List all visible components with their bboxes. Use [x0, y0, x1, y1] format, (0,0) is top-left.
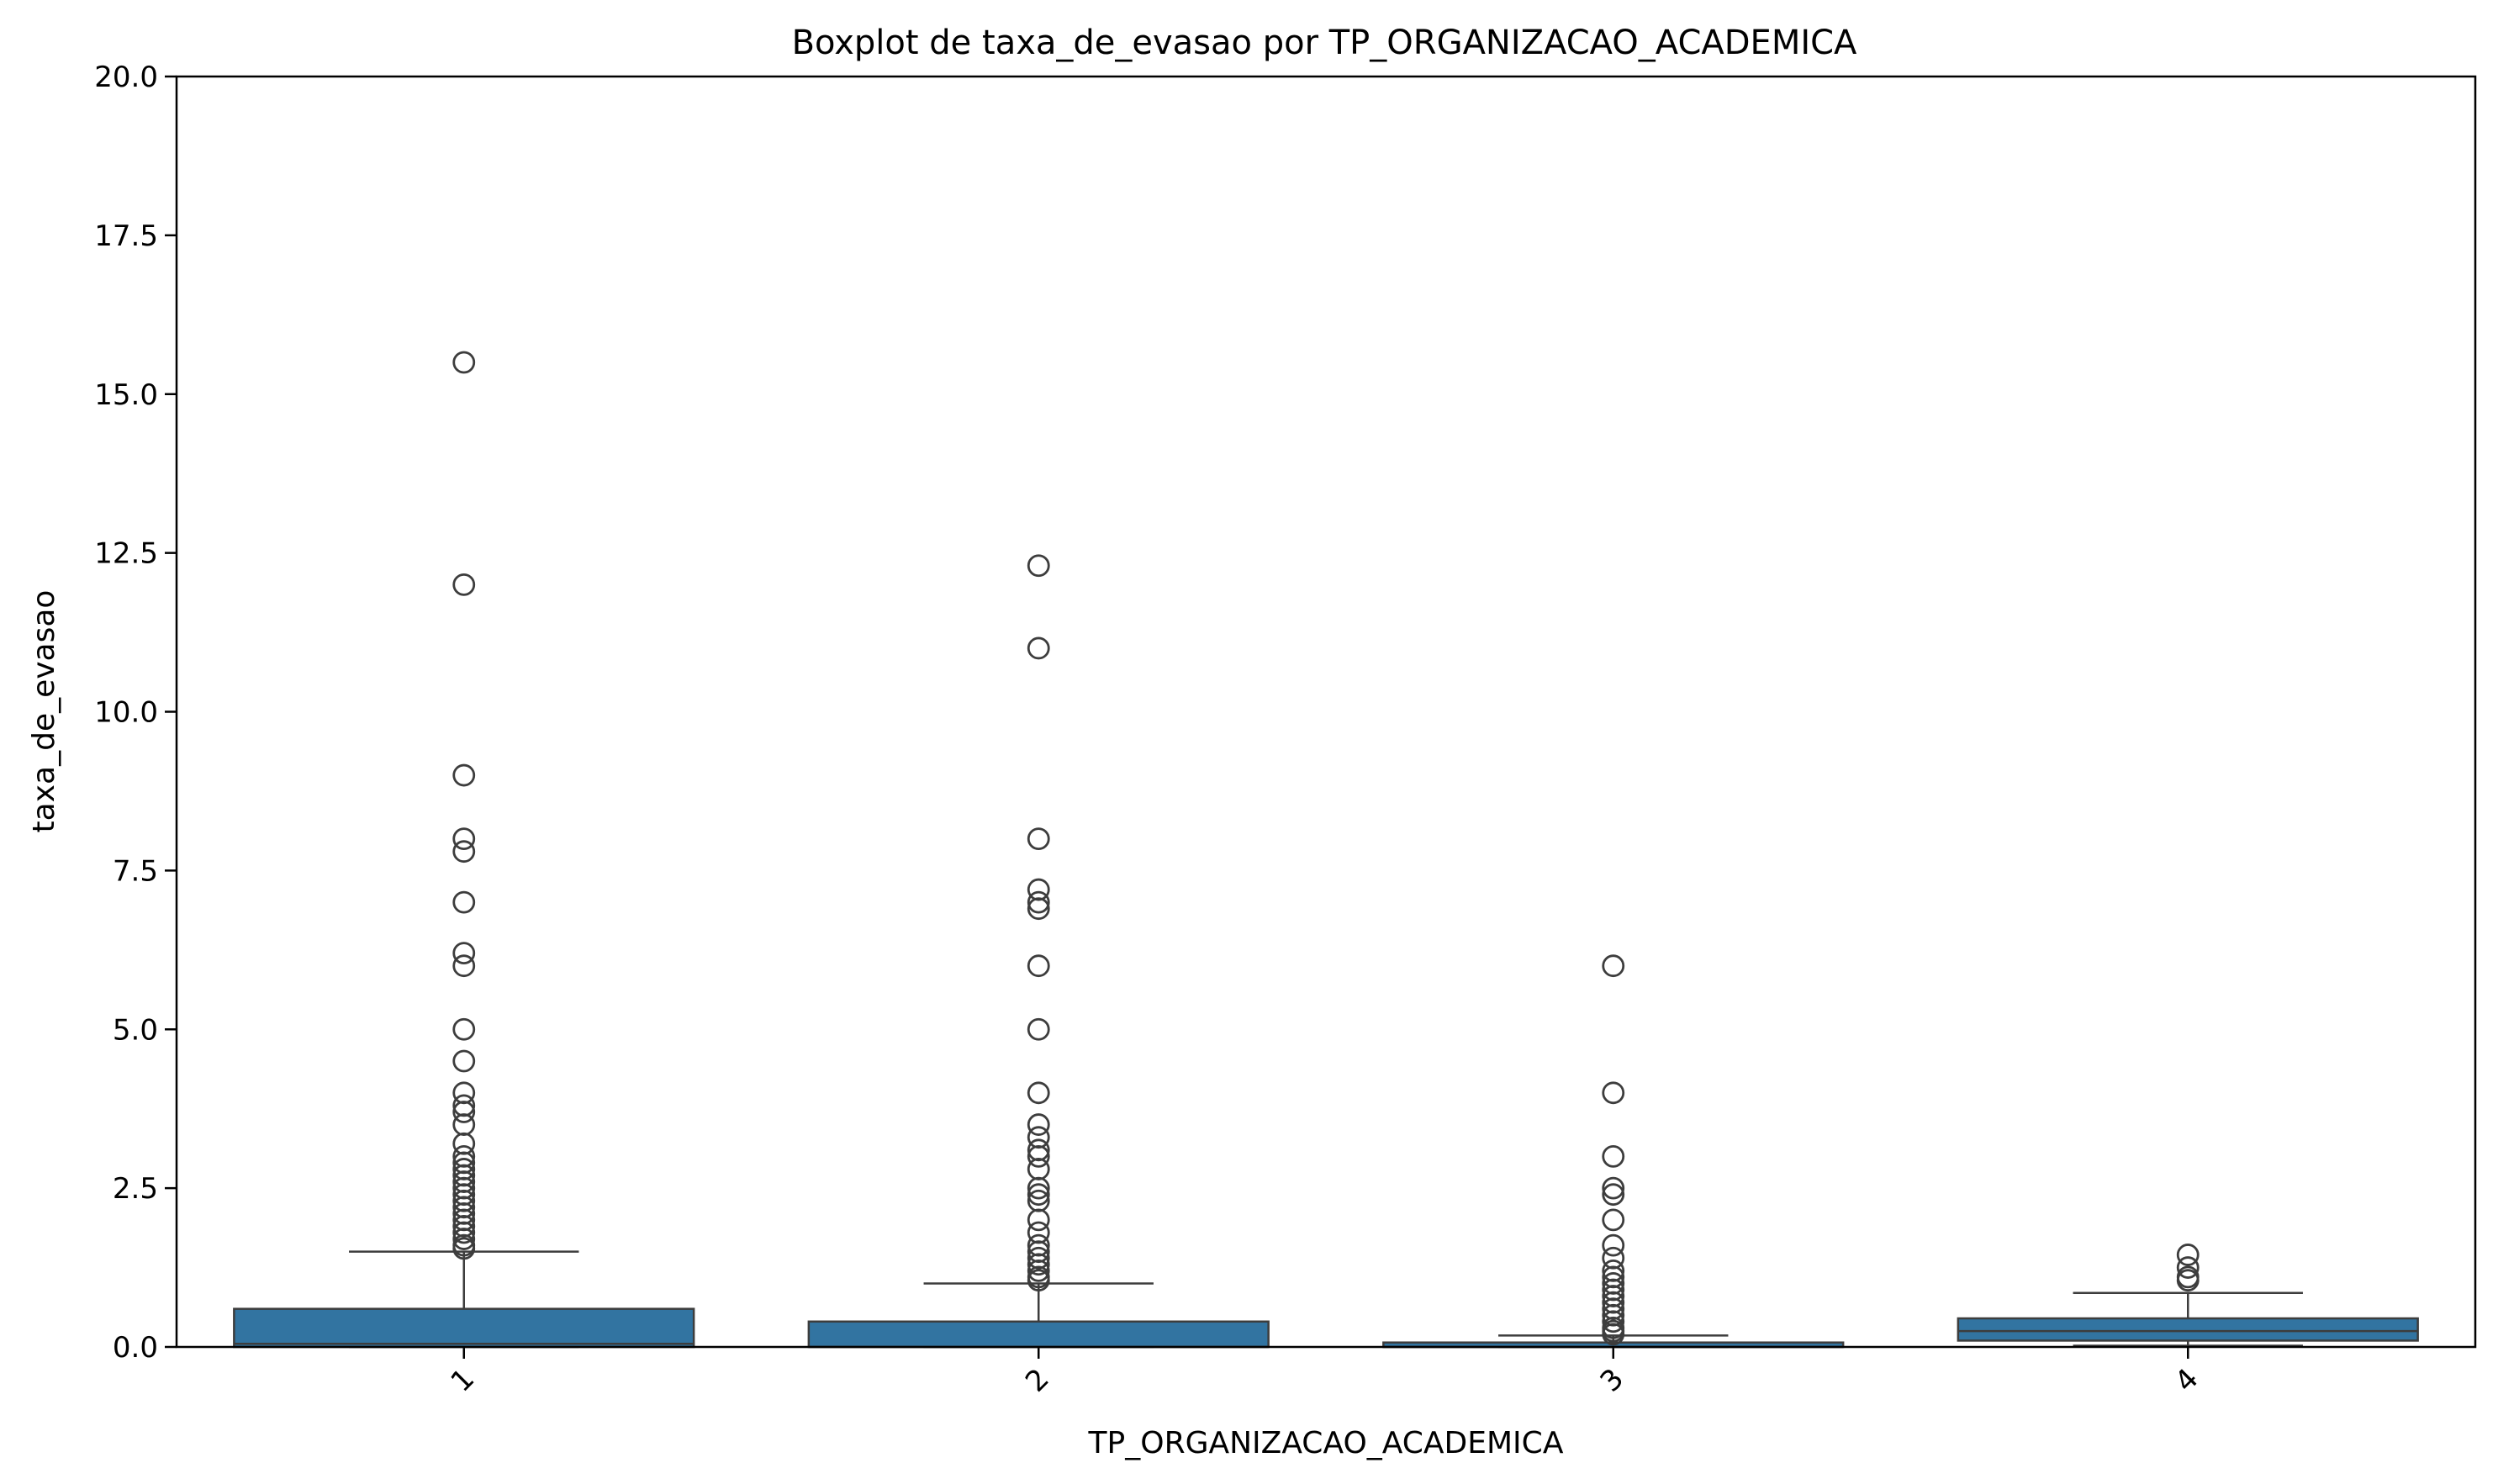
box — [1957, 1317, 2419, 1342]
y-tick-label: 10.0 — [94, 696, 158, 730]
outlier-point — [1602, 1176, 1625, 1200]
outlier-point — [1602, 1323, 1625, 1346]
x-axis-label: TP_ORGANIZACAO_ACADEMICA — [1088, 1426, 1564, 1460]
y-tick-label: 5.0 — [113, 1013, 158, 1047]
outlier-point — [1027, 554, 1050, 578]
x-tick-label: 3 — [1594, 1362, 1631, 1399]
outlier-point — [1027, 1259, 1050, 1282]
y-tick-label: 2.5 — [113, 1172, 158, 1206]
outlier-point — [1027, 1158, 1050, 1180]
outlier-point — [2176, 1244, 2200, 1266]
plot-area: 0.0 2.5 5.0 7.5 10.0 12.5 15.0 17.5 20.0 1 2 3 4 — [94, 61, 2419, 1399]
x-tick-label: 2 — [1019, 1362, 1056, 1399]
outlier-point — [1027, 1176, 1050, 1200]
outlier-point — [2176, 1269, 2200, 1292]
outlier-point — [1027, 1208, 1050, 1232]
outlier-point — [1027, 1144, 1050, 1168]
y-axis-label: taxa_de_evasao — [27, 590, 61, 833]
outlier-point — [1027, 890, 1050, 914]
outlier-point — [452, 1237, 476, 1260]
outlier-point — [452, 1017, 476, 1041]
outlier-point — [452, 827, 476, 850]
chart-title: Boxplot de taxa_de_evasao por TP_ORGANIZ… — [792, 24, 1857, 62]
y-tick-label: 0.0 — [113, 1331, 158, 1365]
outlier-point — [1027, 1081, 1050, 1105]
outlier-point — [452, 1101, 476, 1123]
outlier-point — [452, 1221, 476, 1244]
outlier-point — [452, 890, 476, 914]
outlier-point — [452, 954, 476, 978]
outlier-point — [1027, 1183, 1050, 1207]
outlier-point — [1602, 1233, 1625, 1257]
outlier-point — [2176, 1256, 2200, 1279]
outlier-point — [1602, 1208, 1625, 1232]
box — [807, 1320, 1270, 1349]
outlier-point — [452, 1228, 476, 1250]
outlier-point — [452, 1113, 476, 1136]
outlier-point — [1027, 1113, 1050, 1136]
y-tick-label: 17.5 — [94, 219, 158, 253]
x-tick-label: 1 — [445, 1362, 482, 1399]
outlier-point — [452, 1049, 476, 1073]
outlier-point — [1027, 897, 1050, 921]
outlier-point — [1602, 1144, 1625, 1168]
outlier-point — [1602, 1081, 1625, 1105]
outlier-point — [452, 942, 476, 964]
plot-frame — [175, 75, 2477, 1349]
y-tick-label: 15.0 — [94, 378, 158, 412]
outlier-point — [1027, 1269, 1050, 1292]
outlier-point — [452, 573, 476, 596]
outlier-point — [452, 840, 476, 863]
box — [233, 1307, 695, 1349]
outlier-point — [1027, 954, 1050, 978]
outlier-point — [1027, 1253, 1050, 1276]
y-tick-label: 20.0 — [94, 61, 158, 94]
x-tick-label: 4 — [2168, 1362, 2205, 1399]
outlier-point — [452, 763, 476, 787]
outlier-point — [1027, 636, 1050, 660]
outlier-point — [452, 351, 476, 374]
outlier-point — [1027, 1017, 1050, 1041]
outlier-point — [1602, 1310, 1625, 1333]
outlier-point — [1027, 827, 1050, 850]
outlier-point — [1602, 1183, 1625, 1207]
y-tick-label: 7.5 — [113, 854, 158, 888]
outlier-point — [1602, 954, 1625, 978]
y-tick-label: 12.5 — [94, 537, 158, 571]
